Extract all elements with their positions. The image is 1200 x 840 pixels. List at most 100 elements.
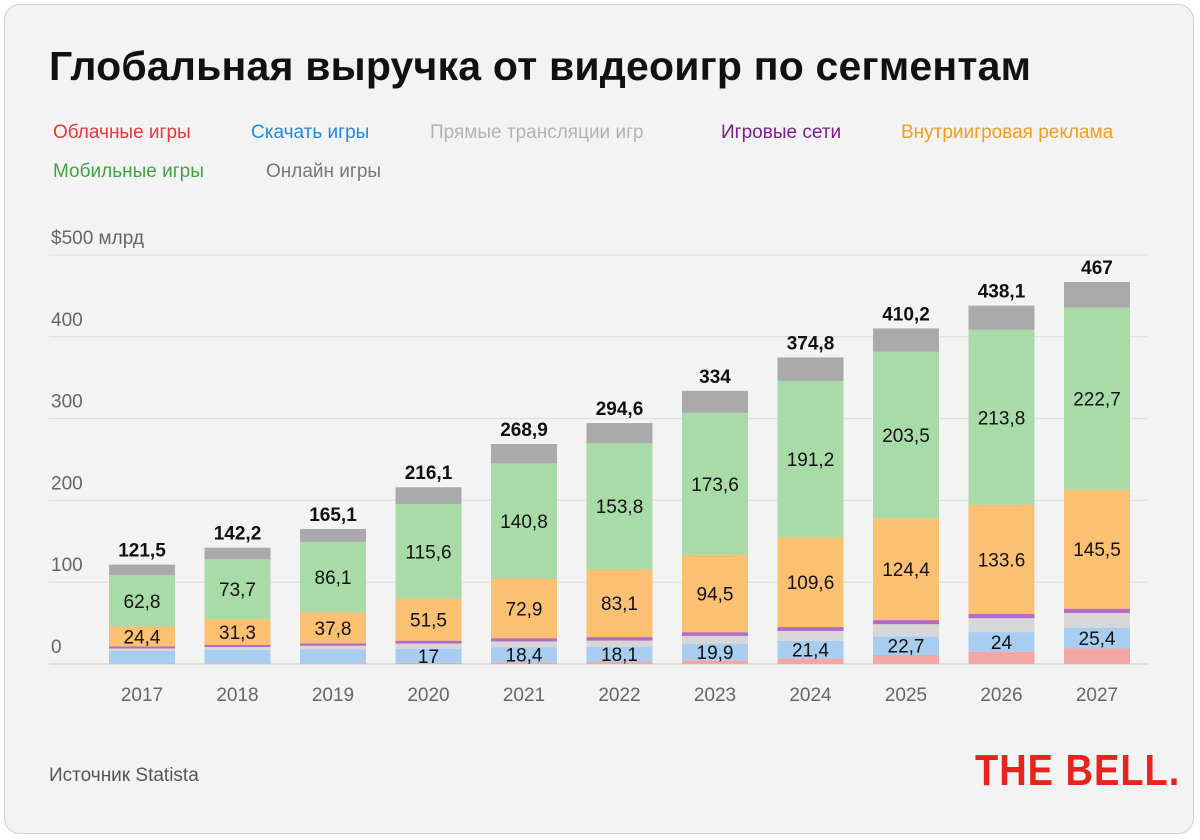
bar-2022-series-4: [586, 569, 653, 638]
bar-2018-series-0: [204, 663, 271, 664]
total-label-2027: 467: [1081, 258, 1113, 279]
bar-2027-series-1: [1064, 627, 1130, 649]
bar-2017-series-4: [109, 626, 175, 647]
data-label-2027-series-5: 222,7: [1073, 390, 1121, 411]
data-label-2026-series-4: 133.6: [978, 550, 1026, 571]
data-label-2022-series-4: 83,1: [601, 594, 638, 615]
data-label-2021-series-5: 140,8: [500, 512, 548, 533]
bar-2024-series-6: [777, 357, 844, 381]
data-label-2019-series-4: 37,8: [315, 619, 352, 640]
bar-2020-series-0: [395, 662, 462, 664]
data-label-2023-series-4: 94,5: [697, 585, 734, 606]
total-label-2024: 374,8: [787, 333, 835, 354]
data-label-2027-series-1: 25,4: [1079, 629, 1116, 650]
bar-2023-series-4: [682, 554, 748, 633]
x-tick-label-2017: 2017: [121, 685, 163, 706]
total-label-2020: 216,1: [405, 463, 453, 484]
bar-2026-series-2: [968, 618, 1035, 633]
bar-2019-series-5: [300, 541, 366, 613]
bar-2022-series-3: [586, 637, 653, 641]
data-label-2026-series-5: 213,8: [978, 408, 1026, 429]
data-label-2020-series-5: 115,6: [405, 542, 451, 563]
bar-2026-series-1: [968, 632, 1035, 652]
x-tick-label-2021: 2021: [503, 685, 545, 706]
brand-logo: THE BELL.: [975, 747, 1181, 796]
chart-card: Глобальная выручка от видеоигр по сегмен…: [4, 4, 1194, 834]
bar-2024-series-2: [777, 630, 844, 641]
bar-2025-series-3: [873, 620, 939, 625]
data-label-2020-series-1: 17: [418, 647, 439, 668]
bar-2027-series-4: [1064, 489, 1130, 609]
bar-2019-series-6: [300, 528, 366, 542]
total-label-2025: 410,2: [882, 304, 930, 325]
legend-item-mobile-games: Мобильные игры: [53, 161, 204, 182]
data-label-2024-series-5: 191,2: [787, 450, 835, 471]
data-label-2027-series-4: 145,5: [1073, 540, 1121, 561]
bar-2027-series-2: [1064, 612, 1130, 628]
bar-2017-series-3: [109, 646, 175, 649]
bar-2023-series-3: [682, 632, 748, 636]
data-label-2022-series-1: 18,1: [601, 645, 638, 666]
bar-2018-series-1: [204, 649, 271, 664]
bar-2022-series-5: [586, 443, 653, 570]
total-label-2026: 438,1: [978, 282, 1026, 303]
bar-2017-series-2: [109, 648, 175, 651]
bar-2018-series-6: [204, 547, 271, 560]
bar-2020-series-1: [395, 648, 462, 663]
bar-2027-series-6: [1064, 281, 1130, 308]
x-tick-label-2026: 2026: [980, 685, 1022, 706]
x-tick-label-2025: 2025: [885, 685, 927, 706]
bar-2023-series-0: [682, 660, 748, 664]
bar-2027-series-0: [1064, 648, 1130, 664]
bar-2025-series-5: [873, 351, 939, 519]
total-label-2021: 268,9: [500, 420, 548, 441]
total-label-2023: 334: [699, 367, 731, 388]
bar-2019-series-2: [300, 645, 366, 650]
bar-2026-series-5: [968, 329, 1035, 505]
legend-item-cloud-gaming: Облачные игры: [53, 122, 191, 143]
total-label-2018: 142,2: [214, 524, 262, 545]
data-label-2024-series-4: 109,6: [787, 573, 835, 594]
bar-2024-series-1: [777, 640, 844, 659]
data-label-2026-series-1: 24: [991, 633, 1013, 654]
data-label-2019-series-5: 86,1: [315, 568, 352, 589]
bar-2026-series-4: [968, 504, 1035, 615]
bar-2018-series-4: [204, 619, 271, 645]
bar-2018-series-2: [204, 646, 271, 650]
bar-2021-series-6: [491, 444, 557, 464]
chart-title: Глобальная выручка от видеоигр по сегмен…: [49, 43, 1032, 89]
bar-2024-series-4: [777, 537, 844, 628]
bar-2026-series-6: [968, 305, 1035, 330]
bar-2021-series-1: [491, 647, 557, 663]
legend-item-online-games: Онлайн игры: [266, 161, 382, 182]
bar-2019-series-3: [300, 643, 366, 646]
bar-2020-series-2: [395, 643, 462, 649]
bar-2020-series-3: [395, 640, 462, 644]
bar-2025-series-2: [873, 624, 939, 637]
legend-item-in-game-ads: Внутриигровая реклама: [901, 122, 1114, 143]
bar-2018-series-3: [204, 644, 271, 647]
legend-item-game-streaming: Прямые трансляции игр: [430, 122, 644, 143]
data-labels: 24,4 62,8 121,5 31,3 73,7 142,2 37,8 86,1 165,1 1…: [118, 258, 1121, 668]
bars: [109, 281, 1130, 664]
bar-2027-series-3: [1064, 608, 1130, 613]
legend-item-gaming-networks: Игровые сети: [721, 122, 842, 143]
bar-2021-series-3: [491, 638, 557, 642]
bar-2020-series-5: [395, 503, 462, 599]
bar-2022-series-2: [586, 640, 653, 647]
data-label-2025-series-1: 22,7: [888, 637, 925, 658]
y-tick-label-400: 400: [51, 310, 83, 331]
bar-2024-series-0: [777, 658, 844, 664]
bar-2027-series-5: [1064, 307, 1130, 490]
bar-2021-series-4: [491, 578, 557, 639]
bar-2023-series-1: [682, 644, 748, 661]
bar-2024-series-3: [777, 627, 844, 631]
data-label-2018-series-5: 73,7: [219, 580, 256, 601]
y-tick-label-200: 200: [51, 473, 83, 494]
bar-2019-series-4: [300, 612, 366, 644]
x-tick-label-2027: 2027: [1076, 685, 1118, 706]
x-tick-label-2020: 2020: [407, 685, 449, 706]
bar-2022-series-0: [586, 661, 653, 664]
bar-2017-series-6: [109, 564, 175, 576]
source-note: Источник Statista: [49, 765, 199, 786]
